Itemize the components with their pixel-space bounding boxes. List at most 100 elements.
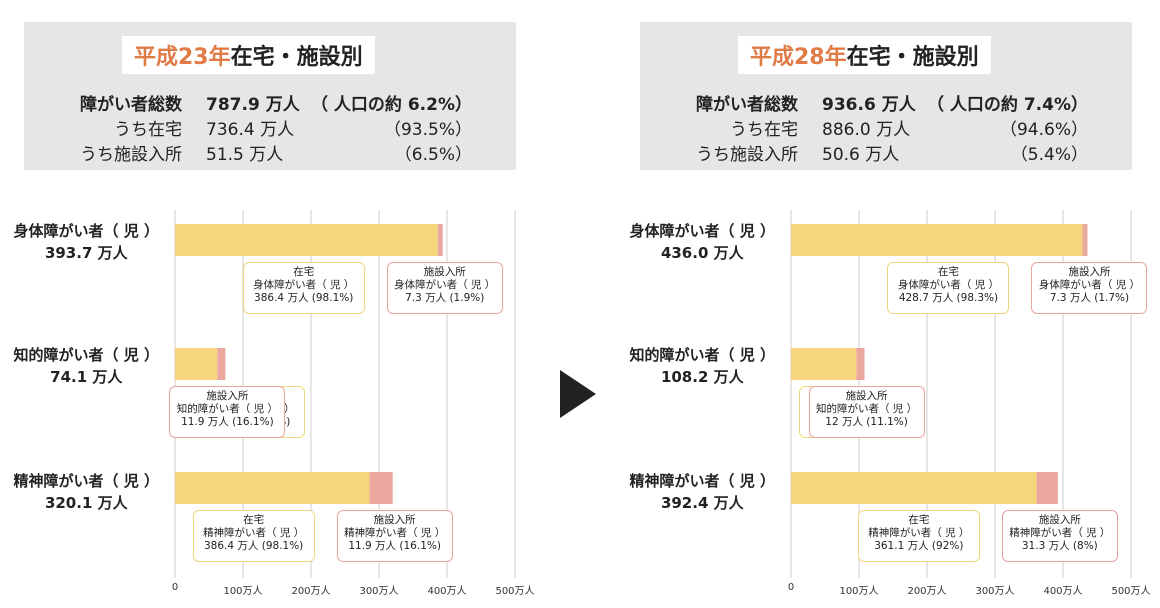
summary-row-facility: うち施設入所 50.6 万人 （5.4%） (640, 140, 1132, 165)
bar-facility (217, 348, 226, 380)
callout-home: 在宅 精神障がい者（ 児 ） 386.4 万人 (98.1%) (192, 510, 315, 562)
callout-title: 在宅 (908, 514, 930, 526)
summary-value: 736.4 万人 (206, 120, 295, 140)
panel-title: 平成23年 在宅・施設別 (122, 36, 375, 74)
summary-label: うち在宅 (114, 120, 182, 140)
callout-category: 身体障がい者（ 児 ） (897, 279, 1000, 291)
category-label: 身体障がい者（ 児 ） 436.0 万人 (630, 220, 775, 264)
callout-facility: 施設入所 精神障がい者（ 児 ） 11.9 万人 (16.1%) (336, 510, 453, 562)
bar-facility (369, 472, 393, 504)
callout-category: 身体障がい者（ 児 ） (253, 279, 355, 291)
callout-value: 7.3 万人 (1.7%) (1049, 292, 1130, 304)
summary-percent: （ 人口の約 6.2%） (311, 95, 472, 115)
callout-title: 施設入所 (1068, 266, 1111, 278)
callout-value: 11.9 万人 (16.1%) (348, 540, 441, 552)
summary-label: うち施設入所 (696, 145, 798, 165)
category-label: 知的障がい者（ 児 ） 108.2 万人 (630, 344, 775, 388)
callout-category: 知的障がい者（ 児 ） (815, 403, 918, 415)
category-label: 精神障がい者（ 児 ） 320.1 万人 (14, 470, 159, 514)
x-tick-label: 100万人 (839, 586, 879, 597)
x-tick-label: 400万人 (427, 586, 467, 597)
summary-label: うち施設入所 (80, 145, 182, 165)
category-name: 精神障がい者（ 児 ） (629, 472, 775, 490)
callout-value: 428.7 万人 (98.3%) (898, 292, 999, 304)
title-text: 在宅・施設別 (846, 45, 979, 70)
category-name: 知的障がい者（ 児 ） (13, 346, 159, 364)
category-name: 身体障がい者（ 児 ） (629, 222, 775, 240)
summary-percent: （94.6%） (999, 120, 1088, 140)
callout-facility: 施設入所 知的障がい者（ 児 ） 12 万人 (11.1%) (808, 386, 925, 438)
summary-row-total: 障がい者総数 787.9 万人 （ 人口の約 6.2%） (24, 90, 516, 115)
panel-title: 平成28年 在宅・施設別 (738, 36, 991, 74)
callout-value: 386.4 万人 (98.1%) (204, 540, 304, 552)
bar-chart: 0 100万人 200万人 300万人 400万人 500万人 身体障がい者（ 児 ） 393… (14, 200, 542, 608)
bar-home (791, 348, 857, 380)
bar-facility (856, 348, 865, 380)
summary-percent: （ 人口の約 7.4%） (927, 95, 1088, 115)
summary-value: 936.6 万人 (822, 95, 916, 115)
callout-title: 施設入所 (1038, 514, 1081, 526)
category-label: 精神障がい者（ 児 ） 392.4 万人 (630, 470, 775, 514)
callout-facility: 施設入所 身体障がい者（ 児 ） 7.3 万人 (1.9%) (386, 262, 503, 314)
summary-label: うち在宅 (730, 120, 798, 140)
bar-home (175, 224, 438, 256)
bar-home (175, 348, 218, 380)
summary-percent: （5.4%） (1010, 145, 1088, 165)
callout-title: 施設入所 (206, 390, 249, 402)
category-name: 身体障がい者（ 児 ） (13, 222, 159, 240)
right-triangle-arrow-icon (560, 370, 596, 418)
summary-row-home: うち在宅 736.4 万人 （93.5%） (24, 115, 516, 140)
callout-category: 精神障がい者（ 児 ） (203, 527, 305, 539)
x-tick-label: 300万人 (975, 586, 1015, 597)
x-tick-label: 500万人 (495, 586, 535, 597)
bar-facility (1036, 472, 1058, 504)
callout-value: 386.4 万人 (98.1%) (254, 292, 354, 304)
summary-box: 平成23年 在宅・施設別 障がい者総数 787.9 万人 （ 人口の約 6.2%… (24, 22, 516, 170)
callout-value: 7.3 万人 (1.9%) (405, 292, 485, 304)
category-total: 108.2 万人 (660, 368, 744, 386)
callout-category: 精神障がい者（ 児 ） (344, 527, 446, 539)
callout-category: 知的障がい者（ 児 ） (176, 403, 278, 415)
category-total: 436.0 万人 (660, 244, 744, 262)
title-year: 平成23年 (134, 45, 231, 70)
category-total: 393.7 万人 (44, 244, 128, 262)
callout-facility: 施設入所 精神障がい者（ 児 ） 31.3 万人 (8%) (1001, 510, 1118, 562)
callout-category: 精神障がい者（ 児 ） (1009, 527, 1111, 539)
callout-title: 施設入所 (373, 514, 416, 526)
summary-label: 障がい者総数 (80, 95, 182, 115)
category-name: 知的障がい者（ 児 ） (629, 346, 775, 364)
callout-facility: 施設入所 身体障がい者（ 児 ） 7.3 万人 (1.7%) (1031, 262, 1148, 314)
bar-facility (1082, 224, 1088, 256)
category-label: 身体障がい者（ 児 ） 393.7 万人 (14, 220, 159, 264)
callout-value: 12 万人 (11.1%) (825, 416, 908, 428)
callout-value: 361.1 万人 (92%) (874, 540, 964, 552)
title-text: 在宅・施設別 (230, 45, 363, 70)
chart-panel-h23: 平成23年 在宅・施設別 障がい者総数 787.9 万人 （ 人口の約 6.2%… (14, 0, 542, 608)
summary-box: 平成28年 在宅・施設別 障がい者総数 936.6 万人 （ 人口の約 7.4%… (640, 22, 1132, 170)
x-tick-label: 500万人 (1111, 586, 1151, 597)
summary-label: 障がい者総数 (696, 95, 798, 115)
callout-title: 施設入所 (423, 266, 466, 278)
x-tick-label: 0 (787, 582, 795, 593)
category-total: 320.1 万人 (44, 494, 128, 512)
title-year: 平成28年 (750, 45, 847, 70)
bar-home (791, 472, 1037, 504)
summary-value: 50.6 万人 (822, 145, 900, 165)
category-name: 精神障がい者（ 児 ） (13, 472, 159, 490)
callout-facility: 施設入所 知的障がい者（ 児 ） 11.9 万人 (16.1%) (169, 386, 286, 438)
summary-value: 51.5 万人 (206, 145, 284, 165)
callout-value: 31.3 万人 (8%) (1021, 540, 1098, 552)
callout-home: 在宅 精神障がい者（ 児 ） 361.1 万人 (92%) (857, 510, 980, 562)
callout-title: 在宅 (243, 514, 265, 526)
bar-facility (437, 224, 443, 256)
x-tick-label: 200万人 (291, 586, 331, 597)
callout-home: 在宅 身体障がい者（ 児 ） 386.4 万人 (98.1%) (242, 262, 365, 314)
category-total: 392.4 万人 (660, 494, 744, 512)
callout-category: 精神障がい者（ 児 ） (868, 527, 970, 539)
summary-percent: （6.5%） (394, 145, 472, 165)
x-tick-label: 200万人 (907, 586, 947, 597)
callout-category: 身体障がい者（ 児 ） (1038, 279, 1141, 291)
bar-chart: 0 100万人 200万人 300万人 400万人 500万人 身体障がい者（ 児 ） 436… (630, 200, 1158, 608)
summary-value: 787.9 万人 (206, 95, 300, 115)
bar-home (175, 472, 370, 504)
